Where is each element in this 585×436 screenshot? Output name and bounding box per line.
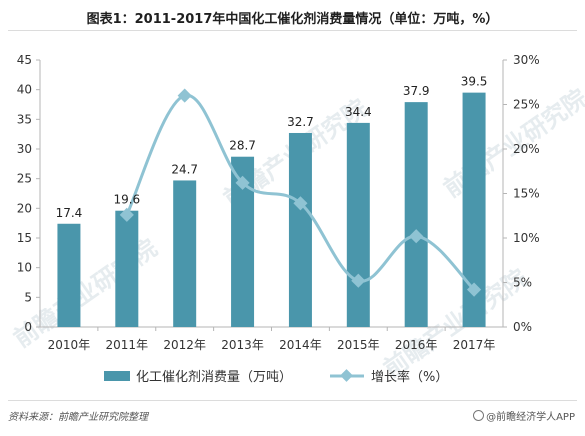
growth-point-marker <box>351 273 366 288</box>
bar <box>57 223 81 327</box>
legend-line-label: 增长率（%） <box>371 369 448 385</box>
x-tick-label: 2010年 <box>48 338 91 352</box>
camera-icon <box>473 410 485 421</box>
bar-data-label: 32.7 <box>287 115 314 129</box>
y-right-tick-label: 25% <box>513 98 540 112</box>
credit-label: @前瞻经济学人APP <box>473 408 575 423</box>
bar-data-label: 28.7 <box>229 139 256 153</box>
y-left-tick-label: 5 <box>24 290 32 304</box>
x-tick-label: 2014年 <box>279 338 322 352</box>
x-tick-label: 2011年 <box>106 338 149 352</box>
growth-point-marker <box>177 88 192 103</box>
y-right-tick-label: 10% <box>513 231 540 245</box>
source-note: 资料来源：前瞻产业研究院整理 <box>8 412 148 423</box>
growth-point-marker <box>293 196 308 211</box>
bar-data-label: 39.5 <box>461 75 488 89</box>
growth-point-marker <box>235 175 250 190</box>
y-left-tick-label: 40 <box>17 83 32 97</box>
axes: 0 5 10 15 20 25 30 35 40 45 0% 5% 10% 15% 20% 25% 30% 201… <box>17 53 540 352</box>
bar <box>115 210 139 327</box>
legend: 化工催化剂消费量（万吨） 增长率（%） <box>104 369 448 385</box>
data-labels: 17.4 19.6 24.7 28.7 32.7 34.4 37.9 39.5 <box>56 75 488 220</box>
y-left-tick-label: 0 <box>24 320 32 334</box>
growth-line-series <box>119 88 482 297</box>
y-left-tick-label: 20 <box>17 201 32 215</box>
y-left-tick-label: 45 <box>17 53 32 67</box>
y-left-tick-label: 35 <box>17 112 32 126</box>
bar <box>462 92 486 327</box>
y-left-tick-label: 30 <box>17 142 32 156</box>
legend-bar-swatch <box>104 371 130 381</box>
y-right-tick-label: 15% <box>513 187 540 201</box>
y-right-tick-label: 30% <box>513 53 540 67</box>
chart-title: 图表1：2011-2017年中国化工催化剂消费量情况（单位：万吨，%） <box>86 12 499 27</box>
bar-data-label: 17.4 <box>56 206 83 220</box>
x-tick-label: 2015年 <box>337 338 380 352</box>
bar <box>346 122 370 327</box>
credit-text: @前瞻经济学人APP <box>486 412 575 423</box>
bar-data-label: 24.7 <box>171 162 198 176</box>
chart-area: 前瞻产业研究院前瞻产业研究院前瞻产业研究院前瞻产业研究院 05101520253… <box>9 53 585 385</box>
watermark-text-3: 前瞻产业研究院 <box>379 264 533 383</box>
y-left-tick-label: 15 <box>17 231 32 245</box>
bar <box>288 132 312 327</box>
y-right-tick-label: 0% <box>513 320 532 334</box>
x-tick-label: 2016年 <box>395 338 438 352</box>
growth-point-marker <box>409 229 424 244</box>
bar <box>231 156 255 327</box>
legend-bar-label: 化工催化剂消费量（万吨） <box>136 370 292 385</box>
x-tick-label: 2013年 <box>221 338 264 352</box>
footer-divider <box>8 400 577 401</box>
title-divider <box>8 30 577 31</box>
bar-data-label: 37.9 <box>403 84 430 98</box>
bar-data-label: 34.4 <box>345 105 372 119</box>
growth-point-marker <box>466 282 482 297</box>
y-left-tick-label: 10 <box>17 261 32 275</box>
y-left-tick-label: 25 <box>17 172 32 186</box>
bar-series <box>57 92 486 327</box>
x-tick-label: 2012年 <box>163 338 206 352</box>
bar-data-label: 19.6 <box>113 193 140 207</box>
y-right-tick-label: 5% <box>513 276 532 290</box>
watermark-text-2: 前瞻产业研究院 <box>439 84 585 203</box>
y-right-tick-label: 20% <box>513 142 540 156</box>
bar <box>404 102 428 327</box>
x-tick-label: 2017年 <box>453 338 496 352</box>
legend-line-marker <box>340 369 353 382</box>
bar <box>173 180 197 327</box>
